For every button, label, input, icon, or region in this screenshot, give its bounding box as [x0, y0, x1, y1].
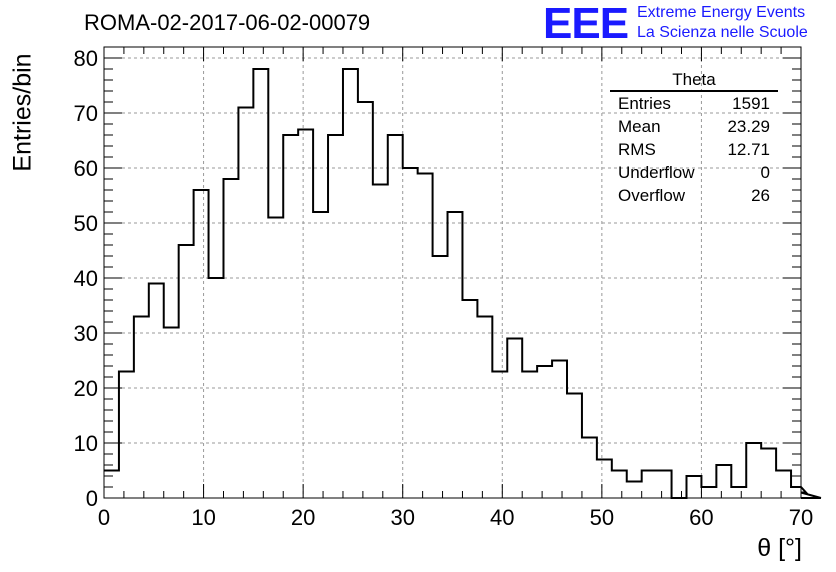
stats-value: 12.71 [727, 140, 770, 159]
y-tick-label: 30 [74, 321, 98, 346]
x-tick-label: 30 [390, 505, 414, 530]
y-tick-label: 80 [74, 46, 98, 71]
axis-tick-labels: 0 10 20 30 40 50 60 70 0 10 20 30 40 50 60 70 80 [74, 46, 814, 530]
stats-box: Theta Entries 1591 Mean 23.29 RMS 12.71 … [610, 68, 778, 207]
stats-row-underflow: Underflow 0 [610, 161, 778, 184]
x-tick-label: 70 [789, 505, 813, 530]
x-tick-label: 60 [689, 505, 713, 530]
stats-row-entries: Entries 1591 [610, 92, 778, 115]
stats-title: Theta [610, 68, 778, 92]
stats-row-overflow: Overflow 26 [610, 184, 778, 207]
y-tick-label: 10 [74, 431, 98, 456]
stats-label: Entries [618, 94, 671, 113]
eee-logo: EEE [543, 0, 629, 48]
chart-title: ROMA-02-2017-06-02-00079 [84, 10, 371, 35]
x-tick-label: 10 [191, 505, 215, 530]
x-tick-label: 20 [291, 505, 315, 530]
stats-row-mean: Mean 23.29 [610, 115, 778, 138]
y-tick-label: 60 [74, 156, 98, 181]
stats-row-rms: RMS 12.71 [610, 138, 778, 161]
stats-value: 26 [751, 186, 770, 205]
logo-line-1: Extreme Energy Events [637, 4, 806, 21]
y-tick-label: 20 [74, 376, 98, 401]
plot-frame [103, 46, 802, 499]
x-tick-label: 40 [490, 505, 514, 530]
y-tick-label: 50 [74, 211, 98, 236]
stats-label: Overflow [618, 186, 686, 205]
stats-value: 0 [760, 163, 770, 182]
histogram-outline [104, 68, 822, 499]
logo-line-2: La Scienza nelle Scuole [637, 24, 808, 41]
y-tick-label: 0 [86, 486, 98, 511]
stats-label: Underflow [618, 163, 695, 182]
stats-value: 23.29 [727, 117, 770, 136]
y-axis-label: Entries/bin [8, 53, 37, 172]
x-tick-label: 0 [98, 505, 110, 530]
stats-value: 1591 [732, 94, 770, 113]
y-tick-label: 70 [74, 101, 98, 126]
y-tick-label: 40 [74, 266, 98, 291]
stats-label: Mean [618, 117, 661, 136]
x-tick-label: 50 [590, 505, 614, 530]
x-axis-label: θ [°] [757, 534, 802, 562]
stats-label: RMS [618, 140, 656, 159]
